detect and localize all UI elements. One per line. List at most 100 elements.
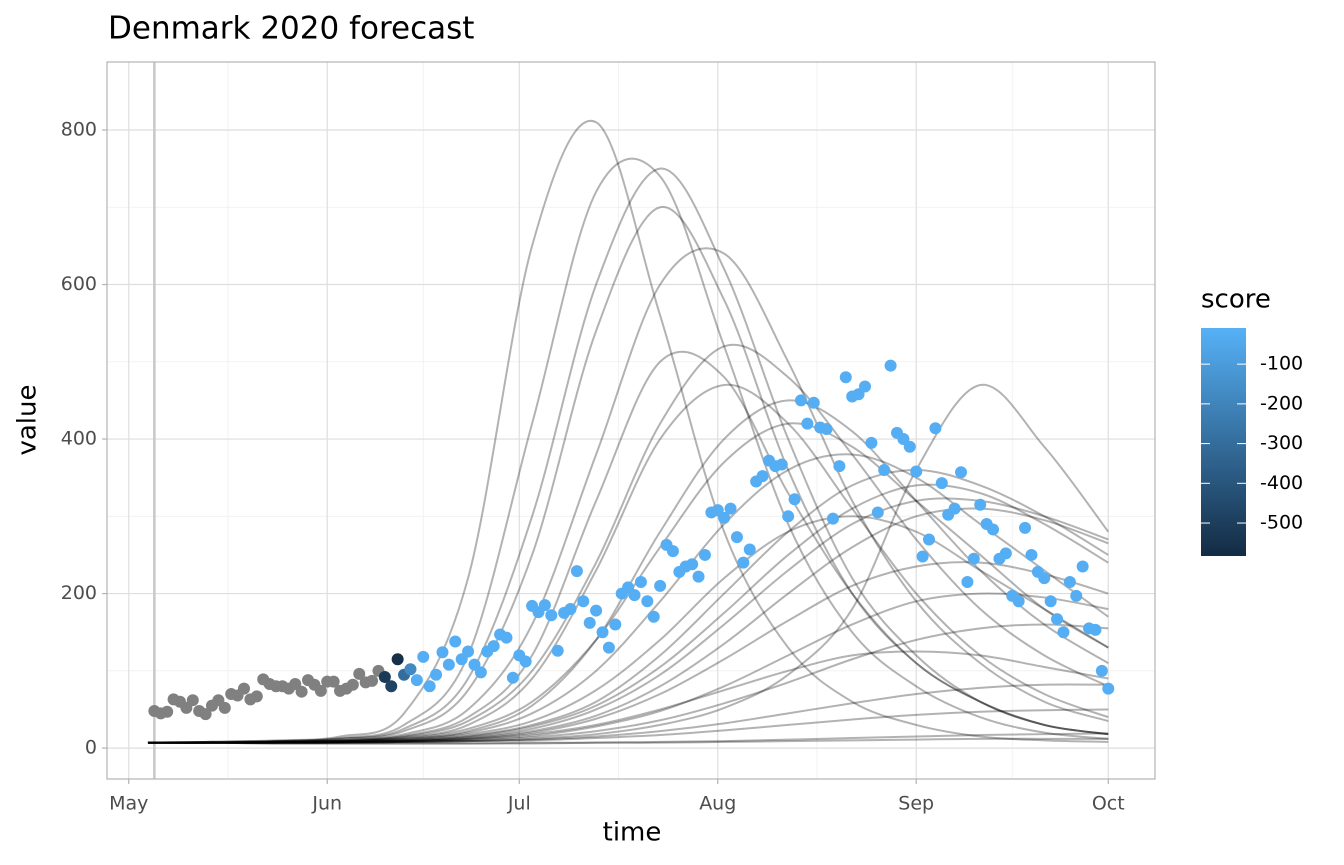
observation-point	[884, 359, 897, 372]
forecast-line	[147, 383, 1109, 744]
y-tick-label: 200	[61, 582, 97, 604]
observation-point	[487, 640, 500, 653]
panel-border	[106, 61, 1156, 780]
forecast-line	[147, 350, 1109, 744]
observation-point	[250, 690, 263, 703]
observation-point	[756, 470, 769, 483]
observation-point	[775, 458, 788, 471]
observation-point	[737, 556, 750, 569]
forecast-line	[147, 343, 1109, 744]
chart-title: Denmark 2020 forecast	[108, 11, 474, 47]
observation-point	[583, 616, 596, 629]
observation-point	[436, 646, 449, 659]
observation-point	[590, 604, 603, 617]
forecast-line	[147, 683, 1109, 744]
observation-point	[570, 565, 583, 578]
y-tick-label: 600	[61, 273, 97, 295]
forecast-line	[147, 561, 1109, 744]
observation-point	[743, 543, 756, 556]
forecast-line	[147, 453, 1109, 744]
observation-point	[449, 635, 462, 648]
y-tick-label: 800	[61, 118, 97, 140]
forecast-line	[147, 592, 1109, 744]
observation-point	[641, 595, 654, 608]
observation-point	[506, 671, 519, 684]
x-tick-label: Sep	[898, 793, 934, 815]
observation-point	[999, 547, 1012, 560]
observation-point	[391, 653, 404, 666]
legend-title: score	[1201, 285, 1271, 315]
observation-point	[935, 477, 948, 490]
observation-point	[724, 502, 737, 515]
observation-point	[417, 650, 430, 663]
forecast-line	[147, 708, 1109, 744]
forecast-line	[147, 157, 1109, 744]
observation-point	[609, 618, 622, 631]
observation-point	[730, 531, 743, 544]
observation-point	[500, 631, 513, 644]
observation-point	[807, 396, 820, 409]
forecast-line	[147, 167, 1109, 744]
observation-point	[647, 610, 660, 623]
observation-point	[878, 463, 891, 476]
observation-point	[833, 460, 846, 473]
forecast-line	[147, 119, 1109, 744]
observation-point	[839, 371, 852, 384]
observation-point	[295, 685, 308, 698]
forecast-line	[147, 497, 1109, 744]
observation-point	[378, 671, 391, 684]
observation-point	[1070, 589, 1083, 602]
observation-point	[577, 595, 590, 608]
x-tick-label: Jul	[507, 793, 531, 815]
colorbar-label: -200	[1260, 392, 1303, 414]
panel	[107, 62, 1155, 779]
observation-point	[442, 658, 455, 671]
observation-point	[929, 422, 942, 435]
observation-point	[238, 682, 251, 695]
forecast-line	[147, 383, 1110, 744]
observation-point	[551, 644, 564, 657]
observation-point	[1044, 595, 1057, 608]
observation-point	[974, 498, 987, 511]
observation-point	[1019, 521, 1032, 534]
forecast-line	[147, 468, 1109, 744]
observation-point	[858, 380, 871, 393]
observation-point	[474, 666, 487, 679]
observation-point	[564, 603, 577, 616]
observation-point	[366, 674, 379, 687]
y-axis-title: value	[13, 384, 43, 455]
forecast-line	[147, 623, 1109, 744]
observation-point	[865, 436, 878, 449]
observation-point	[903, 440, 916, 453]
observation-point	[462, 645, 475, 658]
observation-point	[596, 626, 609, 639]
colorbar-label: -100	[1260, 353, 1303, 375]
observation-point	[654, 579, 667, 592]
observation-point	[1057, 626, 1070, 639]
observation-point	[686, 558, 699, 571]
x-tick-label: Jun	[311, 793, 342, 815]
observation-point	[218, 701, 231, 714]
observation-point	[602, 641, 615, 654]
forecast-line	[147, 650, 1109, 744]
observation-point	[916, 550, 929, 563]
x-axis-title: time	[603, 818, 662, 848]
observation-point	[385, 680, 398, 693]
observation-point	[1025, 548, 1038, 561]
observation-point	[519, 655, 532, 668]
forecast-line	[147, 206, 1109, 744]
forecast-line	[147, 737, 1109, 745]
observation-point	[987, 523, 1000, 536]
observation-point	[186, 694, 199, 707]
observation-point	[820, 422, 833, 435]
observation-point	[346, 678, 359, 691]
observation-point	[430, 668, 443, 681]
observation-point	[1076, 560, 1089, 573]
observation-point	[353, 667, 366, 680]
observation-point	[948, 502, 961, 515]
observation-point	[961, 575, 974, 588]
observation-point	[794, 394, 807, 407]
observation-point	[967, 552, 980, 565]
forecast-line	[147, 515, 1109, 744]
